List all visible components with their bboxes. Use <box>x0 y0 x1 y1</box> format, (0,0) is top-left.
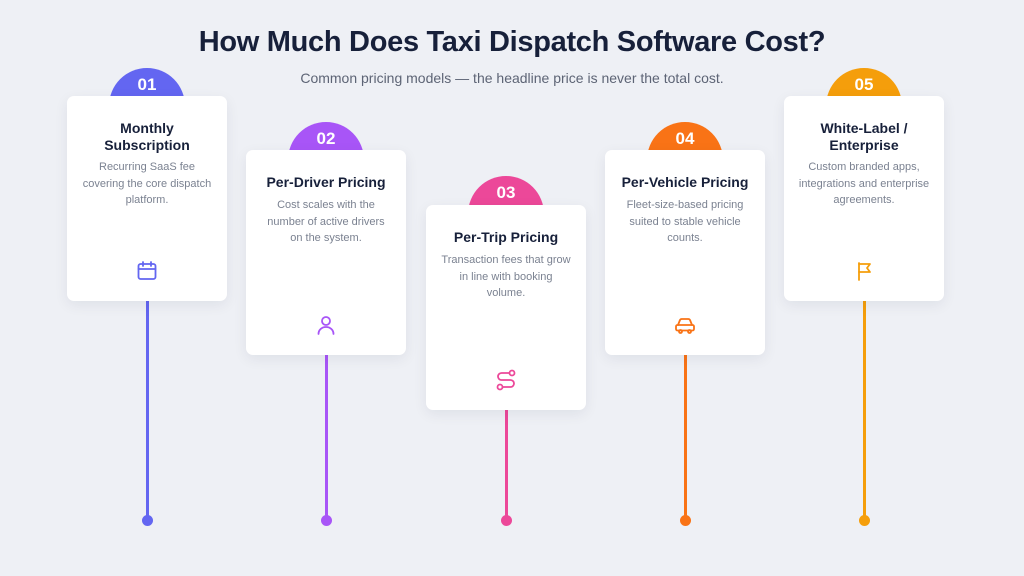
card-title: Per-Driver Pricing <box>256 174 396 191</box>
card-description: Transaction fees that grow in line with … <box>440 252 572 302</box>
pricing-step-monthly-subscription: 01 Monthly Subscription Recurring SaaS f… <box>67 0 227 576</box>
flag-icon <box>852 259 876 283</box>
pricing-step-white-label-enterprise: 05 White-Label / Enterprise Custom brand… <box>784 0 944 576</box>
card-description: Cost scales with the number of active dr… <box>260 197 392 247</box>
card-description: Custom branded apps, integrations and en… <box>798 159 930 209</box>
connector-dot <box>859 515 870 526</box>
route-icon <box>494 368 518 392</box>
calendar-icon <box>135 259 159 283</box>
car-icon <box>673 313 697 337</box>
connector-dot <box>501 515 512 526</box>
user-icon <box>314 313 338 337</box>
card-description: Recurring SaaS fee covering the core dis… <box>81 159 213 209</box>
connector-line <box>863 290 866 521</box>
connector-line <box>325 345 328 521</box>
card-title: Monthly Subscription <box>77 120 217 154</box>
pricing-card: Per-Vehicle Pricing Fleet-size-based pri… <box>605 150 765 355</box>
card-title: Per-Trip Pricing <box>436 229 576 246</box>
pricing-card: White-Label / Enterprise Custom branded … <box>784 96 944 301</box>
connector-dot <box>142 515 153 526</box>
connector-line <box>505 400 508 521</box>
pricing-card: Monthly Subscription Recurring SaaS fee … <box>67 96 227 301</box>
card-title: White-Label / Enterprise <box>794 120 934 154</box>
connector-line <box>146 290 149 521</box>
card-description: Fleet-size-based pricing suited to stabl… <box>619 197 751 247</box>
card-title: Per-Vehicle Pricing <box>615 174 755 191</box>
pricing-card: Per-Trip Pricing Transaction fees that g… <box>426 205 586 410</box>
pricing-step-per-vehicle: 04 Per-Vehicle Pricing Fleet-size-based … <box>605 0 765 576</box>
pricing-step-per-trip: 03 Per-Trip Pricing Transaction fees tha… <box>426 0 586 576</box>
connector-dot <box>321 515 332 526</box>
pricing-card: Per-Driver Pricing Cost scales with the … <box>246 150 406 355</box>
connector-line <box>684 345 687 521</box>
pricing-step-per-driver: 02 Per-Driver Pricing Cost scales with t… <box>246 0 406 576</box>
connector-dot <box>680 515 691 526</box>
